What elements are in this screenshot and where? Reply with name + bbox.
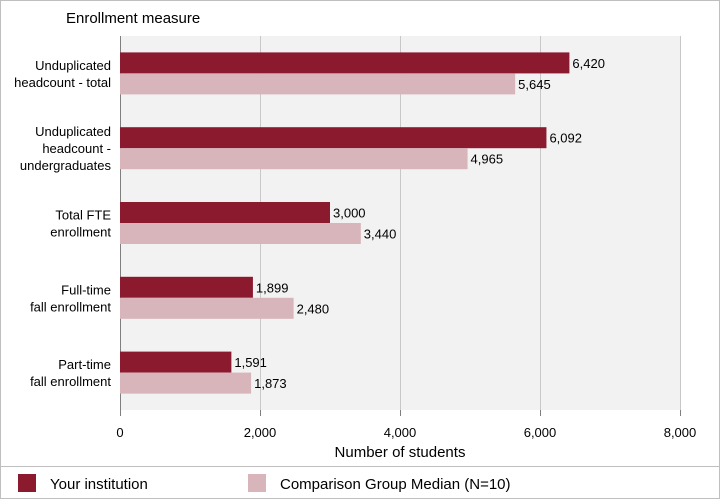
data-label: 3,440 — [364, 227, 397, 242]
tick-label: 8,000 — [664, 425, 697, 440]
category-label: headcount - — [42, 141, 111, 156]
tick-label: 2,000 — [244, 425, 277, 440]
legend-swatch — [248, 474, 266, 492]
x-axis-ticks: 0 2,000 4,000 6,000 8,000 — [116, 410, 696, 440]
bar — [120, 202, 330, 223]
tick-label: 4,000 — [384, 425, 417, 440]
data-label: 6,092 — [549, 131, 582, 146]
category-label: undergraduates — [20, 158, 112, 173]
legend-swatch — [18, 474, 36, 492]
bar — [120, 148, 468, 170]
category-labels: Unduplicated headcount - total Unduplicate… — [14, 58, 111, 389]
bar — [120, 223, 361, 244]
tick-label: 0 — [116, 425, 123, 440]
bar — [120, 297, 294, 319]
data-label: 2,480 — [297, 301, 330, 316]
data-label: 1,873 — [254, 376, 287, 391]
bar — [120, 73, 516, 95]
category-label: Unduplicated — [35, 124, 111, 139]
bar — [120, 52, 570, 74]
category-label: Total FTE — [55, 208, 111, 223]
bar — [120, 372, 252, 394]
data-label: 6,420 — [572, 56, 605, 71]
data-label: 4,965 — [471, 152, 504, 167]
category-label: headcount - total — [14, 75, 111, 90]
data-label: 3,000 — [333, 206, 366, 221]
category-label: fall enrollment — [30, 299, 111, 314]
bar — [120, 276, 253, 298]
legend-label: Your institution — [50, 476, 148, 493]
tick-label: 6,000 — [524, 425, 557, 440]
data-label: 1,899 — [256, 280, 289, 295]
legend-label: Comparison Group Median (N=10) — [280, 476, 511, 493]
x-axis-title: Number of students — [335, 444, 466, 461]
category-label: Part-time — [58, 357, 111, 372]
chart-title: Enrollment measure — [66, 10, 200, 27]
category-label: Unduplicated — [35, 58, 111, 73]
bar — [120, 351, 232, 373]
data-label: 5,645 — [518, 77, 551, 92]
category-label: fall enrollment — [30, 374, 111, 389]
category-label: Full-time — [61, 282, 111, 297]
data-label: 1,591 — [234, 355, 267, 370]
bars: 6,420 5,645 6,092 4,965 3,000 3,440 1,899 2,480… — [120, 52, 605, 394]
category-label: enrollment — [50, 225, 111, 240]
legend: Your institution Comparison Group Median … — [18, 474, 511, 493]
bar — [120, 127, 547, 149]
